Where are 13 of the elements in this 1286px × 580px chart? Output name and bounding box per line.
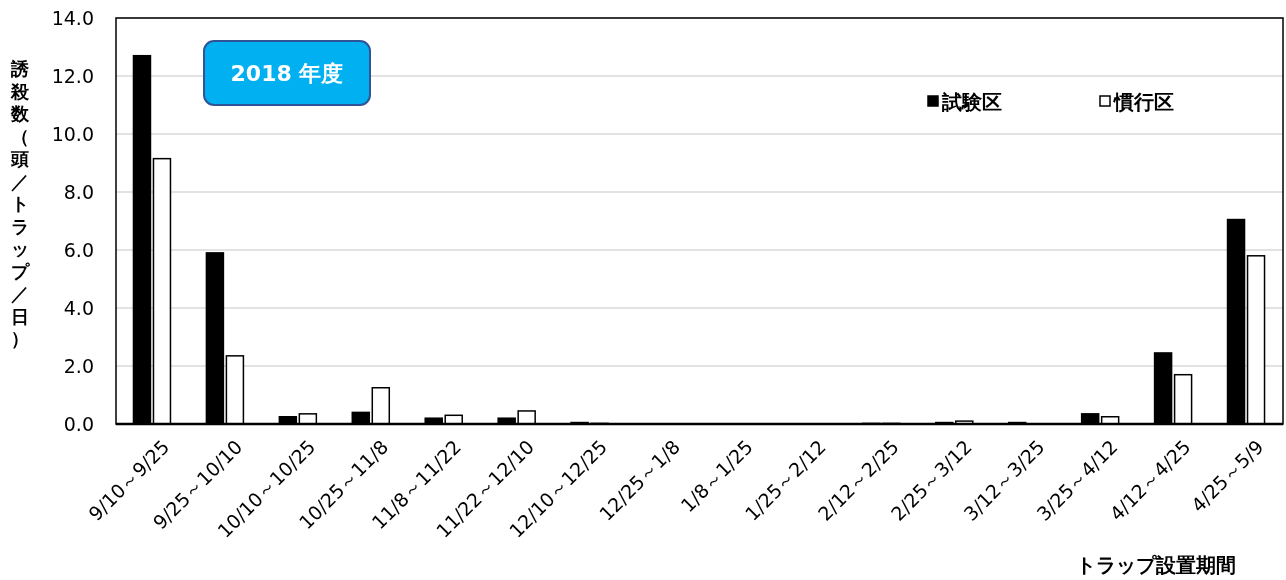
- y-tick-label: 8.0: [63, 181, 94, 203]
- y-tick-label: 6.0: [63, 239, 94, 261]
- legend-label: 試験区: [941, 90, 1002, 114]
- y-tick-label: 4.0: [63, 297, 94, 319]
- y-tick-label: 2.0: [63, 355, 94, 377]
- text: 誘殺数（頭／トラップ／日）: [11, 58, 29, 349]
- y-tick-label: 10.0: [51, 123, 94, 145]
- legend-label: 慣行区: [1113, 90, 1174, 114]
- y-tick-label: 14.0: [51, 7, 94, 29]
- title-box: 2018 年度: [203, 40, 371, 106]
- y-tick-label: 0.0: [63, 413, 94, 435]
- x-axis-title: トラップ設置期間: [1076, 553, 1236, 577]
- y-tick-label: 12.0: [51, 65, 94, 87]
